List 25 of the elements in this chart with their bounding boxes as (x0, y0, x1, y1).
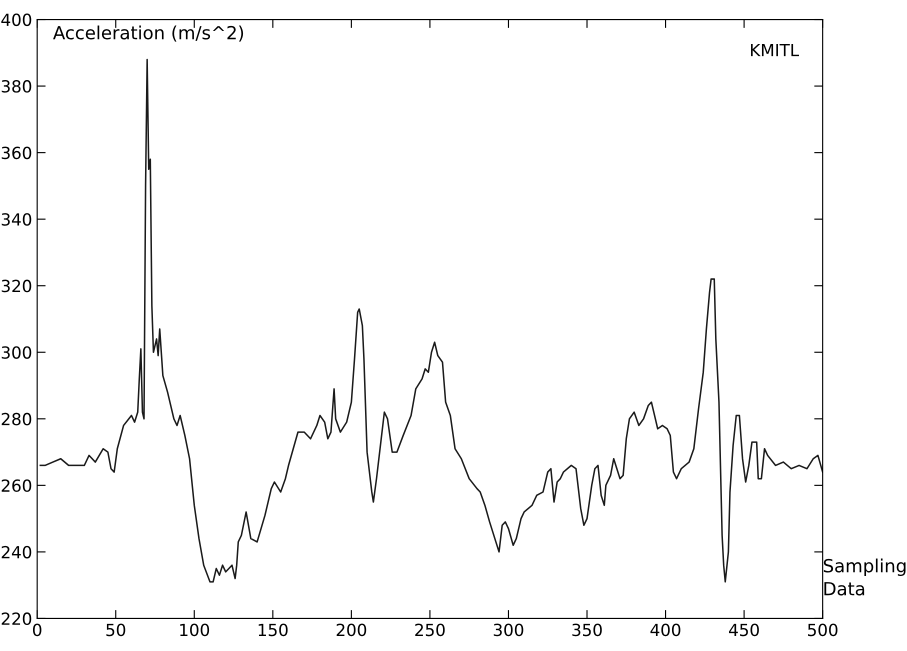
y-tick-label: 400 (1, 13, 32, 26)
y-axis-title: Acceleration (m/s^2) (53, 26, 244, 42)
x-tick-label: 300 (494, 624, 524, 636)
y-tick-label: 340 (2, 213, 32, 226)
y-tick-label: 300 (2, 346, 32, 359)
x-tick-label: 100 (180, 624, 210, 636)
y-tick-label: 320 (2, 280, 32, 292)
x-tick-label: 350 (572, 624, 602, 636)
x-tick-label: 250 (415, 624, 445, 636)
x-tick-label: 200 (336, 624, 366, 636)
x-tick-label: 0 (32, 624, 42, 636)
x-tick-label: 500 (808, 624, 838, 636)
x-tick-label: 400 (650, 624, 680, 636)
x-tick-label: 50 (106, 624, 126, 636)
x-tick-label: 150 (258, 624, 288, 636)
y-tick-label: 220 (2, 612, 32, 626)
y-tick-label: 360 (2, 146, 32, 160)
y-tick-label: 240 (2, 546, 32, 558)
x-axis-title: Sampling Data (824, 558, 906, 596)
annotation: KMITL (751, 44, 799, 56)
y-tick-label: 380 (2, 80, 32, 93)
y-tick-label: 280 (2, 412, 32, 426)
y-tick-label: 260 (2, 479, 32, 492)
line-series (40, 58, 823, 583)
x-tick-label: 450 (729, 624, 759, 636)
